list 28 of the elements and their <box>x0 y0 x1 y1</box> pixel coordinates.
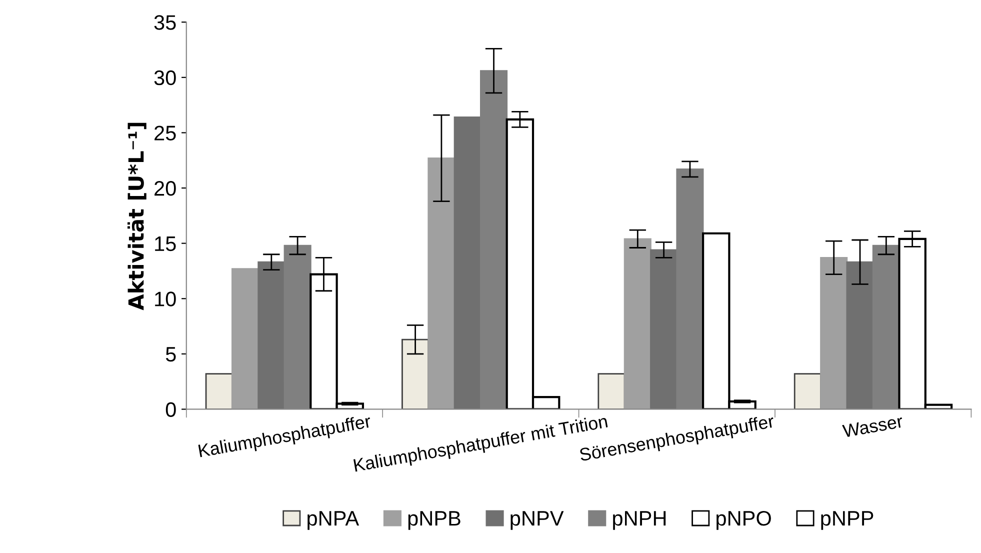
bar <box>258 261 286 410</box>
bar <box>205 373 233 410</box>
bar <box>624 238 652 410</box>
bar <box>650 249 678 410</box>
legend-label: pNPP <box>821 511 874 530</box>
y-tick-label: 10 <box>155 292 176 306</box>
x-tick-label: Wasser <box>842 414 904 438</box>
y-tick-label: 20 <box>154 181 176 196</box>
y-axis-title: Aktivität [U*L⁻¹] <box>127 122 146 310</box>
bar <box>454 116 482 410</box>
bar <box>820 257 848 410</box>
legend-label: pNPA <box>308 511 360 530</box>
bar <box>794 373 822 410</box>
bar <box>846 261 874 410</box>
y-tick-label: 0 <box>166 402 176 417</box>
bar <box>598 373 626 410</box>
bar <box>402 338 430 410</box>
y-tick-label: 15 <box>155 236 176 252</box>
y-tick-label: 30 <box>154 70 176 86</box>
legend-label: pNPH <box>613 511 666 530</box>
bar <box>428 157 456 410</box>
bar <box>231 268 260 410</box>
legend-label: pNPO <box>716 510 771 530</box>
y-tick-label: 5 <box>166 347 176 362</box>
legend-label: pNPB <box>408 511 460 530</box>
legend-label: pNPV <box>510 511 564 530</box>
y-tick-label: 35 <box>154 15 176 30</box>
y-tick-label: 25 <box>154 126 176 140</box>
